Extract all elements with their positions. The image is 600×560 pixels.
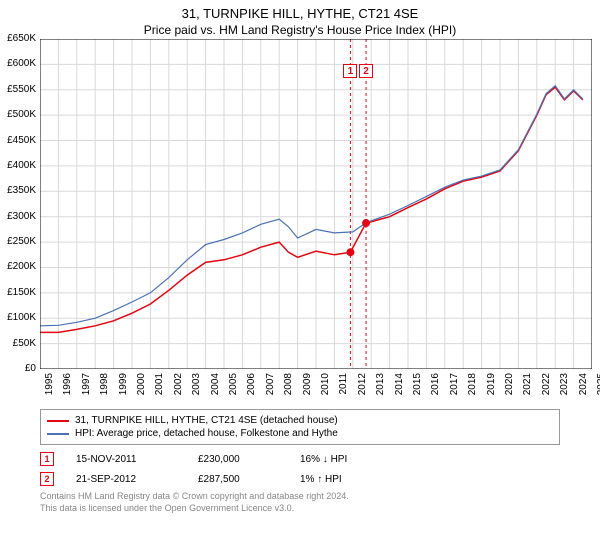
x-tick-label: 2009 xyxy=(302,373,313,403)
x-tick-label: 1997 xyxy=(81,373,92,403)
legend-swatch xyxy=(47,420,69,422)
legend-label: 31, TURNPIKE HILL, HYTHE, CT21 4SE (deta… xyxy=(75,415,338,426)
y-tick-label: £150K xyxy=(0,287,36,298)
x-tick-label: 2012 xyxy=(357,373,368,403)
x-tick-label: 2008 xyxy=(283,373,294,403)
y-tick-label: £600K xyxy=(0,58,36,69)
y-tick-label: £100K xyxy=(0,312,36,323)
legend-box: 31, TURNPIKE HILL, HYTHE, CT21 4SE (deta… xyxy=(40,409,560,445)
sale-event-marker: 2 xyxy=(40,472,54,486)
chart-svg xyxy=(40,39,592,369)
x-tick-label: 2017 xyxy=(449,373,460,403)
legend-swatch xyxy=(47,433,69,435)
x-tick-label: 2010 xyxy=(320,373,331,403)
attribution-line2: This data is licensed under the Open Gov… xyxy=(40,503,560,515)
sale-event-delta: 16% ↓ HPI xyxy=(300,454,347,465)
y-tick-label: £200K xyxy=(0,261,36,272)
sale-event-price: £287,500 xyxy=(198,474,278,485)
sale-event-row: 2 21-SEP-2012 £287,500 1% ↑ HPI xyxy=(40,469,560,489)
y-tick-label: £250K xyxy=(0,236,36,247)
chart-subtitle: Price paid vs. HM Land Registry's House … xyxy=(0,21,600,39)
x-tick-label: 2005 xyxy=(228,373,239,403)
x-tick-label: 2019 xyxy=(486,373,497,403)
sale-event-price: £230,000 xyxy=(198,454,278,465)
y-tick-label: £500K xyxy=(0,109,36,120)
x-tick-label: 2022 xyxy=(541,373,552,403)
x-tick-label: 1996 xyxy=(62,373,73,403)
sale-event-date: 15-NOV-2011 xyxy=(76,454,176,465)
y-tick-label: £50K xyxy=(0,338,36,349)
sale-marker-label: 2 xyxy=(359,64,373,78)
x-tick-label: 2021 xyxy=(522,373,533,403)
y-tick-label: £300K xyxy=(0,211,36,222)
y-tick-label: £550K xyxy=(0,84,36,95)
x-tick-label: 2013 xyxy=(375,373,386,403)
y-tick-label: £400K xyxy=(0,160,36,171)
chart-title: 31, TURNPIKE HILL, HYTHE, CT21 4SE xyxy=(0,0,600,21)
x-tick-label: 2007 xyxy=(265,373,276,403)
sale-marker-label: 1 xyxy=(343,64,357,78)
attribution-line1: Contains HM Land Registry data © Crown c… xyxy=(40,491,560,503)
x-tick-label: 2011 xyxy=(338,373,349,403)
x-tick-label: 2003 xyxy=(191,373,202,403)
x-tick-label: 1999 xyxy=(118,373,129,403)
x-tick-label: 1995 xyxy=(44,373,55,403)
x-tick-label: 2020 xyxy=(504,373,515,403)
legend-label: HPI: Average price, detached house, Folk… xyxy=(75,428,338,439)
y-tick-label: £0 xyxy=(0,363,36,374)
chart-container: 31, TURNPIKE HILL, HYTHE, CT21 4SE Price… xyxy=(0,0,600,560)
x-tick-label: 2006 xyxy=(246,373,257,403)
y-tick-label: £450K xyxy=(0,135,36,146)
x-tick-label: 2016 xyxy=(430,373,441,403)
x-tick-label: 2025 xyxy=(596,373,600,403)
sale-event-date: 21-SEP-2012 xyxy=(76,474,176,485)
x-tick-label: 2001 xyxy=(154,373,165,403)
x-tick-label: 1998 xyxy=(99,373,110,403)
x-tick-label: 2018 xyxy=(467,373,478,403)
x-tick-label: 2004 xyxy=(210,373,221,403)
x-tick-label: 2023 xyxy=(559,373,570,403)
legend-item: 31, TURNPIKE HILL, HYTHE, CT21 4SE (deta… xyxy=(47,414,553,427)
attribution-text: Contains HM Land Registry data © Crown c… xyxy=(40,491,560,514)
x-tick-label: 2000 xyxy=(136,373,147,403)
x-tick-label: 2024 xyxy=(578,373,589,403)
y-tick-label: £350K xyxy=(0,185,36,196)
plot-area: £0£50K£100K£150K£200K£250K£300K£350K£400… xyxy=(40,39,592,403)
x-tick-label: 2014 xyxy=(394,373,405,403)
y-tick-label: £650K xyxy=(0,33,36,44)
x-tick-label: 2002 xyxy=(173,373,184,403)
sale-event-marker: 1 xyxy=(40,452,54,466)
x-tick-label: 2015 xyxy=(412,373,423,403)
sale-events-table: 1 15-NOV-2011 £230,000 16% ↓ HPI 2 21-SE… xyxy=(40,449,560,489)
legend-item: HPI: Average price, detached house, Folk… xyxy=(47,427,553,440)
sale-event-delta: 1% ↑ HPI xyxy=(300,474,342,485)
sale-event-row: 1 15-NOV-2011 £230,000 16% ↓ HPI xyxy=(40,449,560,469)
